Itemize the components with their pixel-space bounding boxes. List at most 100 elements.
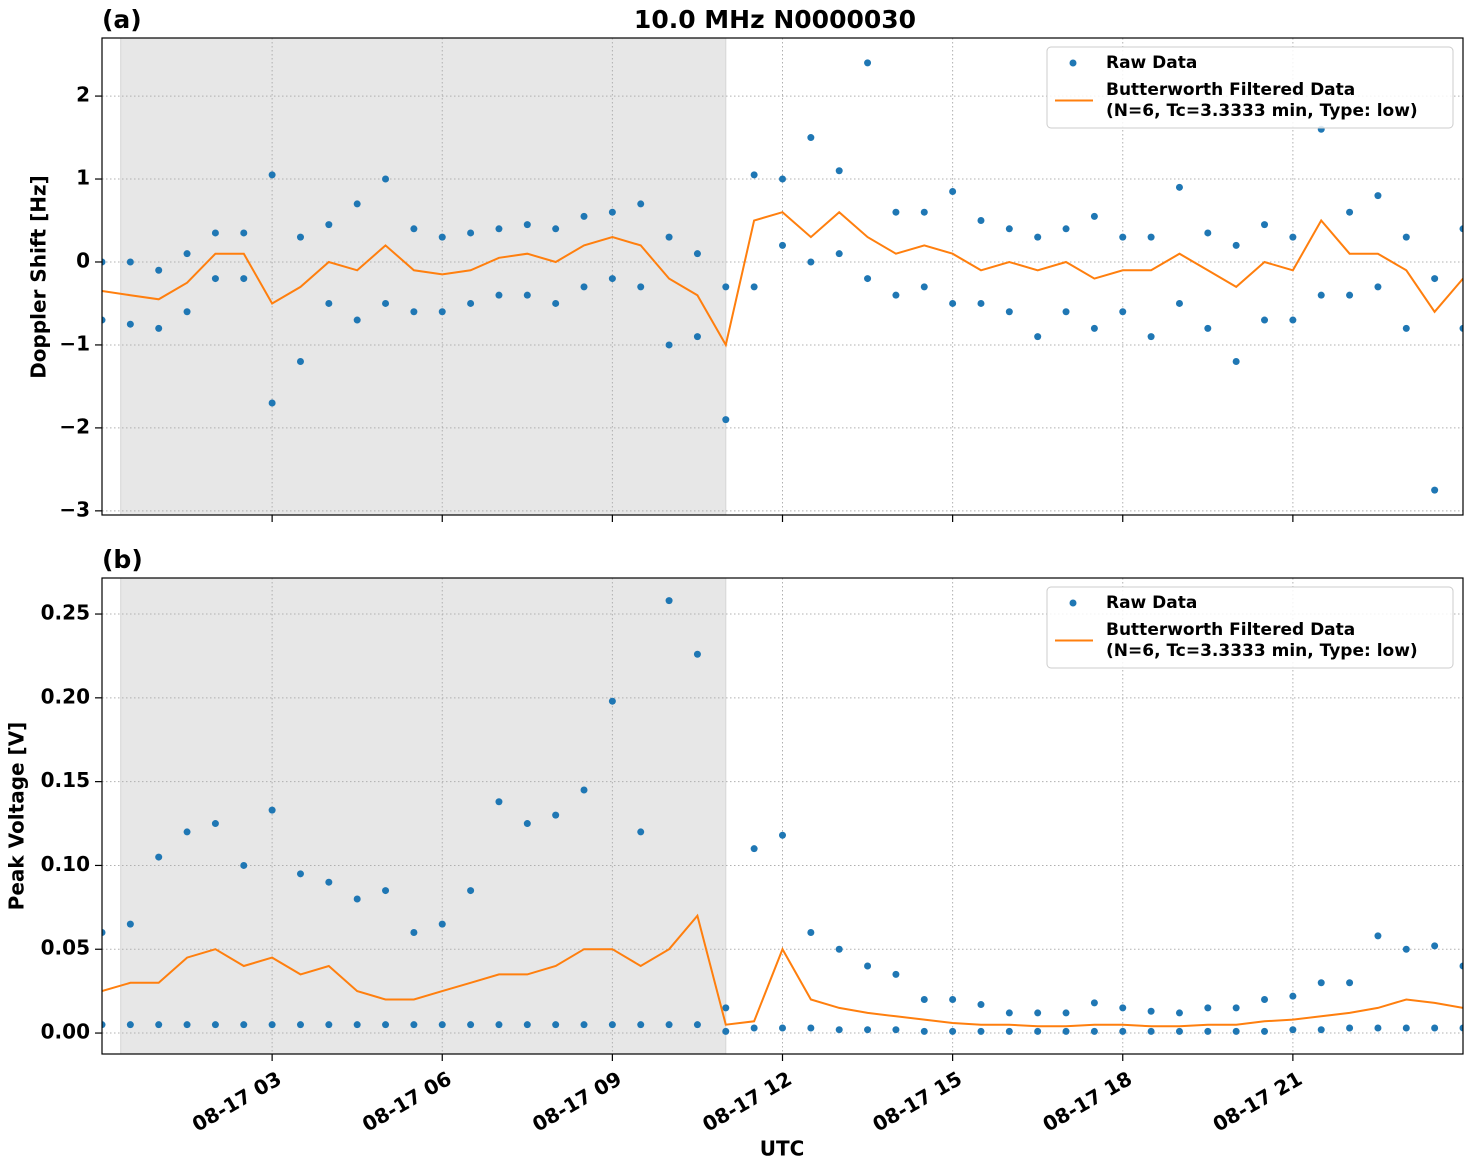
raw-point	[552, 299, 560, 307]
raw-point	[1402, 324, 1410, 332]
raw-point	[1346, 208, 1354, 216]
legend-label: Butterworth Filtered Data (N=6, Tc=3.3333…	[1106, 80, 1418, 121]
raw-point	[382, 299, 390, 307]
raw-point	[438, 233, 446, 241]
chart-title: 10.0 MHz N0000030	[634, 5, 916, 34]
raw-point	[102, 1021, 106, 1029]
raw-point	[296, 1021, 304, 1029]
y-tick-label: 1	[76, 166, 90, 190]
x-tick-label: 08-17 09	[528, 1066, 626, 1136]
raw-point	[1119, 233, 1127, 241]
raw-point	[353, 1021, 361, 1029]
raw-point	[637, 200, 645, 208]
raw-point	[1119, 308, 1127, 316]
raw-point	[693, 250, 701, 258]
raw-point	[722, 283, 730, 291]
raw-point	[1261, 996, 1269, 1004]
raw-point	[1232, 1004, 1240, 1012]
raw-point	[637, 1021, 645, 1029]
raw-point	[1062, 308, 1070, 316]
raw-point	[665, 341, 673, 349]
raw-point	[1147, 1027, 1155, 1035]
raw-point	[1346, 1024, 1354, 1032]
raw-point	[1005, 1009, 1013, 1017]
raw-point	[864, 275, 872, 283]
x-tick-label: 08-17 21	[1209, 1066, 1307, 1136]
raw-point	[183, 250, 191, 258]
raw-point	[552, 811, 560, 819]
raw-point	[807, 1024, 815, 1032]
raw-point	[155, 266, 163, 274]
raw-point	[183, 828, 191, 836]
raw-point	[1005, 225, 1013, 233]
raw-point	[126, 1021, 134, 1029]
raw-point	[920, 283, 928, 291]
raw-point	[1289, 1026, 1297, 1034]
raw-point	[608, 208, 616, 216]
raw-point	[523, 1021, 531, 1029]
raw-point	[750, 1024, 758, 1032]
raw-point	[779, 175, 786, 183]
raw-point	[495, 225, 503, 233]
raw-point	[580, 212, 588, 220]
x-tick-label: 08-17 18	[1038, 1066, 1136, 1136]
raw-point	[382, 1021, 390, 1029]
legend-box	[1046, 46, 1454, 129]
raw-point	[1459, 1024, 1463, 1032]
raw-point	[410, 1021, 418, 1029]
raw-point	[977, 217, 985, 225]
raw-point	[1317, 979, 1325, 987]
raw-point	[779, 831, 786, 839]
y-tick-label: 0.05	[41, 936, 90, 960]
raw-point	[665, 233, 673, 241]
raw-point	[1431, 275, 1439, 283]
raw-point	[1034, 333, 1042, 341]
raw-point	[438, 308, 446, 316]
raw-point	[1232, 358, 1240, 366]
raw-point	[665, 597, 673, 605]
raw-point	[126, 920, 134, 928]
raw-point	[977, 299, 985, 307]
raw-point	[1062, 1009, 1070, 1017]
raw-point	[920, 996, 928, 1004]
raw-point	[1261, 1027, 1269, 1035]
raw-point	[1346, 979, 1354, 987]
raw-point	[1204, 324, 1212, 332]
raw-point	[1431, 1024, 1439, 1032]
raw-point	[1147, 233, 1155, 241]
raw-point	[750, 283, 758, 291]
raw-point	[864, 962, 872, 970]
raw-point	[155, 1021, 163, 1029]
raw-point	[382, 887, 390, 895]
raw-point	[1119, 1027, 1127, 1035]
raw-point	[1289, 992, 1297, 1000]
raw-point	[864, 59, 872, 67]
raw-point	[835, 1026, 843, 1034]
raw-point	[665, 1021, 673, 1029]
y-tick-label: 0.00	[41, 1020, 90, 1044]
raw-point	[722, 416, 730, 424]
raw-point	[1459, 962, 1463, 970]
raw-point	[1374, 932, 1382, 940]
raw-point	[1005, 1027, 1013, 1035]
raw-point	[523, 820, 531, 828]
raw-point	[892, 291, 900, 299]
raw-point	[977, 1001, 985, 1009]
raw-point	[552, 225, 560, 233]
x-tick-label: 08-17 15	[868, 1066, 966, 1136]
raw-point	[693, 1021, 701, 1029]
raw-point	[920, 1027, 928, 1035]
raw-point	[410, 308, 418, 316]
raw-point	[467, 299, 475, 307]
filtered-line	[102, 210, 1463, 348]
raw-point	[438, 920, 446, 928]
raw-point	[835, 945, 843, 953]
raw-point	[240, 861, 248, 869]
raw-point	[495, 1021, 503, 1029]
raw-point	[1090, 212, 1098, 220]
raw-point	[296, 870, 304, 878]
raw-point	[268, 1021, 276, 1029]
raw-point	[268, 399, 276, 407]
raw-point	[325, 878, 333, 886]
raw-point	[693, 650, 701, 658]
